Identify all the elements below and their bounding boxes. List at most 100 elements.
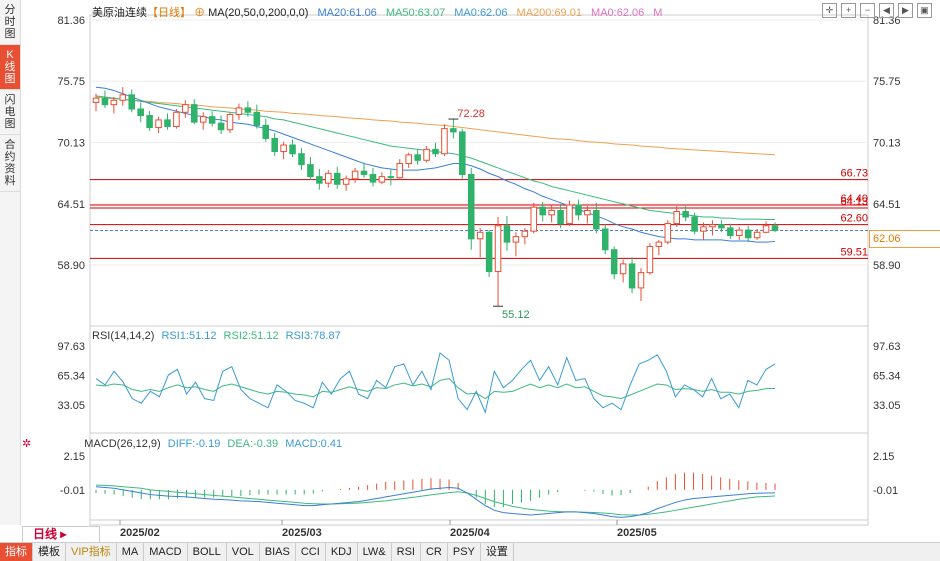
tab--0[interactable]: 指标: [0, 543, 33, 561]
tab-vip-2[interactable]: VIP指标: [66, 543, 117, 561]
fullscreen-icon[interactable]: ▣: [917, 3, 932, 18]
tab-contract-info[interactable]: 合约资料: [0, 135, 20, 192]
scroll-left-icon[interactable]: ◀: [879, 3, 894, 18]
candle-body: [503, 225, 511, 243]
candle-body: [441, 128, 448, 155]
candle-body: [423, 148, 430, 161]
tab--1[interactable]: 模板: [33, 543, 66, 561]
candle-body: [119, 94, 127, 101]
tab-intraday[interactable]: 分时图: [0, 0, 20, 45]
candle-body: [735, 229, 743, 237]
macd-tick-right: 2.15: [873, 451, 894, 463]
dea-line: [95, 484, 776, 516]
candle-body: [771, 225, 779, 232]
dea-value: DEA:-0.39: [227, 438, 279, 450]
candle-body: [691, 216, 698, 232]
tab-lw[interactable]: LW&: [358, 543, 392, 561]
macd-tick-left: 2.15: [64, 451, 85, 463]
candle-body: [342, 178, 350, 185]
tab-boll[interactable]: BOLL: [188, 543, 227, 561]
high-annotation: 72.28: [457, 108, 485, 120]
candle-body: [727, 227, 734, 237]
price-tick-left: 70.13: [57, 138, 85, 150]
tab-ma[interactable]: MA: [117, 543, 145, 561]
price-tick-left: 81.36: [57, 15, 85, 27]
tab-flash[interactable]: 闪电图: [0, 90, 20, 135]
candle-body: [235, 107, 243, 115]
candle-body: [405, 154, 412, 165]
candle-body: [709, 224, 716, 228]
macd-tick-left: -0.01: [60, 485, 85, 497]
tab-[interactable]: 设置: [481, 543, 514, 561]
tab-vol[interactable]: VOL: [227, 543, 260, 561]
candle-body: [476, 231, 484, 240]
m-label: M: [653, 7, 663, 19]
diff-line: [95, 486, 776, 518]
ma0-value-2: MA0:62.06: [591, 7, 645, 19]
scroll-right-icon[interactable]: ▶: [898, 3, 913, 18]
tab-cci[interactable]: CCI: [296, 543, 326, 561]
candle-body: [316, 176, 323, 184]
period-selector[interactable]: 日线 ▸: [22, 526, 100, 543]
indicator-tab-bar: 指标 模板 VIP指标 MA MACD BOLL VOL BIAS CCI KDJ LW& RSI CR…: [0, 542, 940, 561]
chart-header: 美原油连续【日线】 ⊕ MA(20,50,0,200,0,0) MA20:61.…: [92, 4, 662, 20]
macd-label: MACD(26,12,9): [84, 438, 161, 450]
price-tick-right: 81.36: [873, 15, 901, 27]
rsi-label: RSI(14,14,2): [92, 330, 155, 342]
ma200-line: [95, 96, 776, 156]
rsi-tick-right: 65.34: [873, 371, 901, 383]
rsi2-line: [95, 378, 776, 400]
rsi2-value: RSI2:51.12: [223, 330, 279, 342]
date-label: 2025/04: [450, 527, 491, 539]
rsi-tick-right: 97.63: [873, 341, 901, 353]
price-tick-right: 70.13: [873, 138, 901, 150]
candle-body: [718, 224, 725, 229]
level-label: 64.40: [840, 193, 868, 205]
rsi-tick-left: 65.34: [57, 371, 85, 383]
candle-body: [289, 144, 296, 155]
candle-body: [566, 204, 573, 225]
candle-body: [601, 228, 609, 251]
ma20-value: MA20:61.06: [317, 7, 377, 19]
period-label: 【日线】: [147, 7, 191, 19]
tab-rsi[interactable]: RSI: [392, 543, 421, 561]
rsi-tick-left: 97.63: [57, 341, 85, 353]
candle-body: [271, 137, 278, 153]
candle-body: [628, 263, 636, 289]
candle-body: [485, 231, 493, 273]
tab-psy[interactable]: PSY: [448, 543, 481, 561]
candle-body: [637, 272, 645, 289]
candle-body: [325, 172, 332, 184]
candle-body: [655, 241, 663, 247]
tab-kdj[interactable]: KDJ: [326, 543, 358, 561]
zoom-in-icon[interactable]: +: [841, 3, 856, 18]
candle-body: [351, 170, 359, 180]
candle-body: [146, 115, 153, 129]
rsi1-line: [95, 352, 776, 414]
candle-body: [593, 209, 600, 230]
candle-body: [459, 131, 466, 175]
price-tick-left: 58.90: [57, 260, 85, 272]
candle-body: [137, 108, 144, 117]
crosshair-icon[interactable]: ✛: [822, 3, 837, 18]
price-tick-left: 64.51: [57, 199, 85, 211]
macd-settings-icon[interactable]: ✲: [22, 438, 32, 450]
add-indicator-icon[interactable]: ⊕: [194, 7, 206, 19]
price-tick-left: 75.75: [57, 76, 85, 88]
candle-body: [101, 97, 109, 106]
candle-body: [280, 144, 287, 153]
candle-body: [110, 99, 118, 106]
candle-body: [387, 176, 395, 179]
candle-body: [610, 249, 618, 275]
price-tick-right: 75.75: [873, 76, 901, 88]
candle-body: [333, 172, 341, 185]
diff-value: DIFF:-0.19: [167, 438, 221, 450]
candle-body: [298, 153, 305, 166]
tab-macd[interactable]: MACD: [144, 543, 188, 561]
tab-cr[interactable]: CR: [421, 543, 448, 561]
zoom-out-icon[interactable]: −: [860, 3, 875, 18]
candle-body: [450, 128, 457, 133]
tab-bias[interactable]: BIAS: [260, 543, 296, 561]
candle-body: [369, 173, 377, 183]
